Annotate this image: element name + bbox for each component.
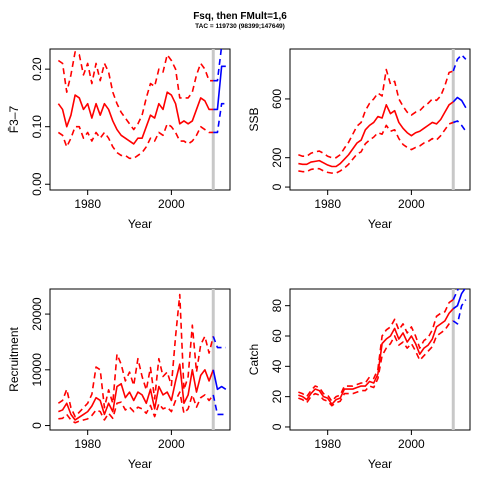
recruitment-forecast-upper-line [212,336,226,349]
fbar-historic-median-line [57,91,214,145]
ssb-y-axis-label: SSB [247,107,261,131]
ssb-historic-upper-line [298,68,454,159]
catch-plot-frame [289,288,471,431]
fbar-y-tick-label: 0.00 [30,172,44,196]
recruitment-historic-upper-line [57,293,215,418]
recruitment-historic-lower-line [58,391,214,424]
fbar-x-axis-label: Year [128,217,152,231]
catch-y-tick-label: 60 [270,329,284,343]
recruitment-historic-median-line [58,363,215,421]
ssb-x-axis-label: Year [368,217,392,231]
catch-forecast-upper-line [452,289,460,300]
chart-subtitle: TAC = 119730 (98399;147649) [195,23,285,30]
recruitment-y-tick-label: 10000 [30,353,44,387]
fbar-historic-lower-line [57,123,214,160]
fbar-forecast-upper-line [213,49,223,82]
panel-ssb: 1980 2000 0 200 600 Year SSB [247,48,471,231]
catch-x-tick-label: 1980 [314,437,341,451]
chart-title: Fsq, then FMult=1,6 [193,11,287,22]
recruitment-forecast-lower-line [212,394,226,416]
ssb-y-tick-label: 200 [270,147,284,167]
catch-y-tick-label: 0 [270,423,284,430]
fbar-x-tick-label: 2000 [158,197,185,211]
recruitment-forecast-median-line [212,369,227,391]
fbar-forecast-median-line [213,65,226,111]
fbar-historic-upper-line [57,51,214,131]
fbar-series [57,49,226,160]
catch-historic-upper-line [298,298,454,402]
ssb-forecast-upper-line [452,54,467,72]
ssb-forecast-median-line [452,96,467,109]
catch-series [298,289,467,407]
recruitment-y-tick-label: 20000 [30,297,44,331]
catch-historic-lower-line [298,320,454,407]
catch-y-tick-label: 80 [270,299,284,313]
fbar-y-tick-label: 0.20 [30,57,44,81]
ssb-x-tick-label: 2000 [398,197,425,211]
catch-y-tick-label: 20 [270,390,284,404]
ssb-historic-median-line [298,101,454,168]
ssb-forecast-lower-line [452,120,467,132]
catch-forecast-lower-line [452,299,467,325]
ssb-y-tick-label: 600 [270,89,284,109]
ssb-historic-lower-line [298,121,454,174]
fbar-forecast-lower-line [213,102,226,134]
recruitment-y-axis-label: Recruitment [7,326,21,391]
ssb-series [298,54,467,174]
catch-historic-median-line [298,308,454,406]
catch-x-axis-label: Year [368,457,392,471]
catch-y-axis-label: Catch [247,344,261,375]
fbar-y-axis-label: F̄3–7 [7,106,21,134]
recruitment-series [57,293,227,424]
ssb-plot-frame [289,48,471,191]
catch-y-tick-label: 40 [270,359,284,373]
recruitment-plot-frame [49,288,231,431]
recruitment-x-tick-label: 2000 [158,437,185,451]
ssb-x-tick-label: 1980 [314,197,341,211]
fbar-x-tick-label: 1980 [74,197,101,211]
recruitment-x-tick-label: 1980 [74,437,101,451]
panel-catch: 1980 2000 0 20 40 60 80 Year Catch [247,288,471,471]
catch-forecast-median-line [452,289,466,310]
catch-x-tick-label: 2000 [398,437,425,451]
fbar-y-tick-label: 0.10 [30,115,44,139]
recruitment-x-axis-label: Year [128,457,152,471]
fbar-plot-frame [49,48,231,191]
recruitment-y-tick-label: 0 [30,422,44,429]
panel-fbar: 1980 2000 0.00 0.10 0.20 Year F̄3–7 [7,48,231,231]
ssb-y-tick-label: 0 [270,183,284,190]
